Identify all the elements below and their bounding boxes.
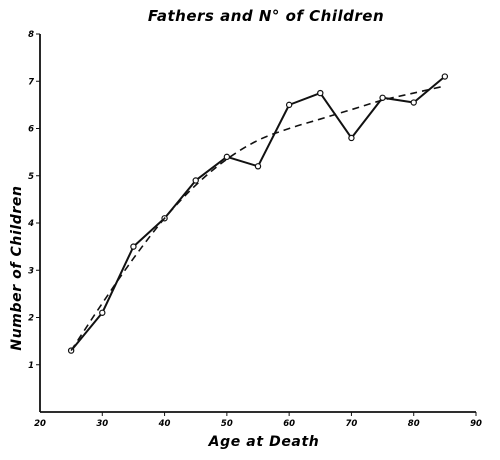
x-tick-label: 50 (221, 419, 233, 429)
x-axis-label: Age at Death (208, 434, 320, 450)
data-point-marker (379, 94, 386, 101)
data-series (67, 73, 449, 354)
x-tick-label: 40 (158, 419, 171, 429)
axis-ticks: 20 30 40 50 60 70 80 90 1 2 3 4 5 6 7 8 (27, 30, 482, 429)
x-tick-label: 30 (96, 419, 108, 429)
data-point-marker (130, 243, 137, 250)
y-tick-label: 4 (27, 219, 34, 229)
data-point-marker (223, 153, 231, 161)
x-tick-label: 80 (408, 419, 420, 429)
y-tick-label: 6 (28, 125, 34, 135)
y-tick-label: 7 (28, 77, 34, 87)
y-tick-label: 2 (28, 314, 34, 324)
y-tick-label: 5 (28, 172, 34, 182)
data-point-marker (254, 163, 262, 170)
data-point-marker (348, 134, 355, 142)
data-point-marker (441, 73, 449, 80)
fitted-curve-dashed (70, 85, 446, 352)
x-tick-label: 90 (470, 419, 482, 429)
y-tick-label: 3 (28, 266, 34, 276)
data-point-marker (410, 99, 417, 106)
y-tick-label: 1 (28, 361, 34, 371)
observed-line (70, 75, 446, 352)
data-point-marker (317, 89, 324, 97)
y-tick-label: 8 (28, 30, 34, 40)
y-axis-label: Number of Children (9, 185, 25, 350)
x-tick-label: 20 (34, 419, 46, 429)
x-tick-label: 60 (283, 419, 295, 429)
x-tick-label: 70 (346, 419, 358, 429)
data-point-marker (285, 101, 293, 109)
data-point-marker (99, 309, 106, 316)
data-point-marker (192, 177, 199, 184)
chart-title: Fathers and N° of Children (148, 7, 384, 25)
